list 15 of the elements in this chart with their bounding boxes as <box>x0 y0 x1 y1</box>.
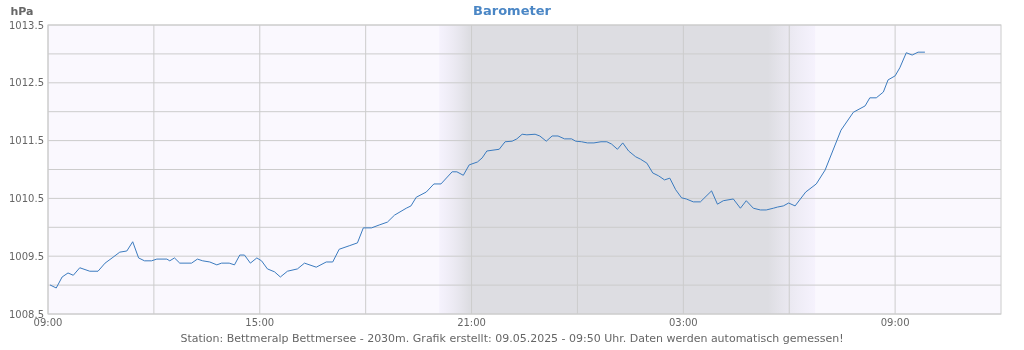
chart-title: Barometer <box>473 3 552 18</box>
x-tick-label: 15:00 <box>245 317 275 328</box>
line-series <box>49 51 926 289</box>
x-tick-label: 09:00 <box>33 317 63 328</box>
x-tick-label: 03:00 <box>668 317 698 328</box>
y-tick-label: 1008.5 <box>9 308 44 320</box>
y-tick-label: 1013.5 <box>9 19 44 31</box>
x-tick-label: 09:00 <box>880 317 910 328</box>
y-axis-title: hPa <box>10 5 34 18</box>
text: Station: Bettmeralp Bettmersee - 2030m. Grafik erstellt: 09.05.2025 - 09:50 Uhr. Daten werden automatisch gemessen! <box>180 332 844 345</box>
x-tick-label: 21:00 <box>457 317 486 328</box>
y-tick-label: 1012.5 <box>9 77 44 89</box>
y-tick-label: 1009.5 <box>9 250 44 262</box>
y-tick-label: 1010.5 <box>9 192 44 204</box>
y-tick-label: 1011.5 <box>9 135 44 147</box>
